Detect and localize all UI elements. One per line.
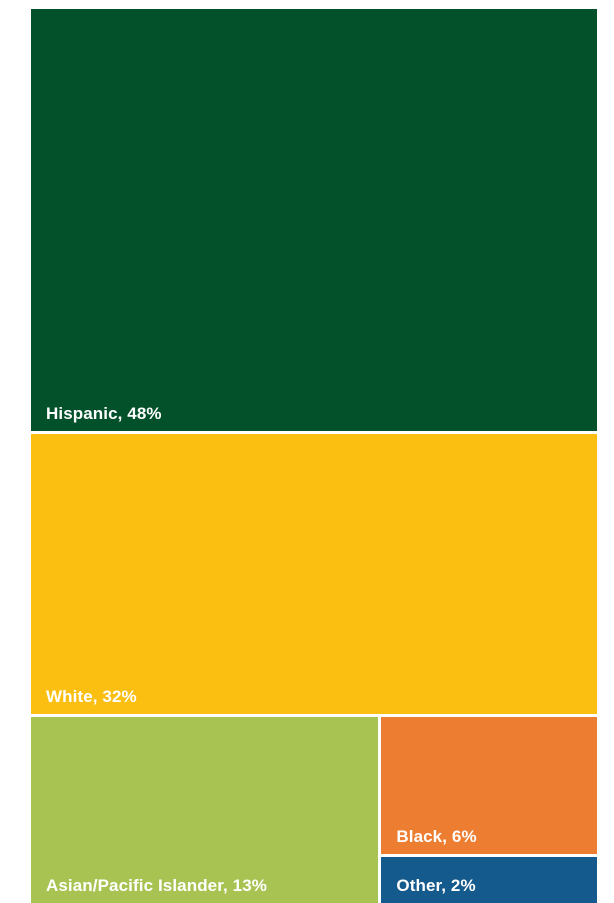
tile-label-other: Other, 2% — [396, 875, 476, 895]
tile-black: Black, 6% — [381, 717, 597, 854]
tile-label-black: Black, 6% — [396, 826, 477, 846]
tile-other: Other, 2% — [381, 856, 597, 903]
tile-hispanic: Hispanic, 48% — [31, 9, 597, 431]
tile-asian-pacific-islander: Asian/Pacific Islander, 13% — [31, 717, 379, 903]
tile-label-white: White, 32% — [46, 687, 137, 707]
tile-label-hispanic: Hispanic, 48% — [46, 403, 162, 423]
tile-label-asian-pacific-islander: Asian/Pacific Islander, 13% — [46, 875, 267, 895]
tile-white: White, 32% — [31, 433, 597, 715]
